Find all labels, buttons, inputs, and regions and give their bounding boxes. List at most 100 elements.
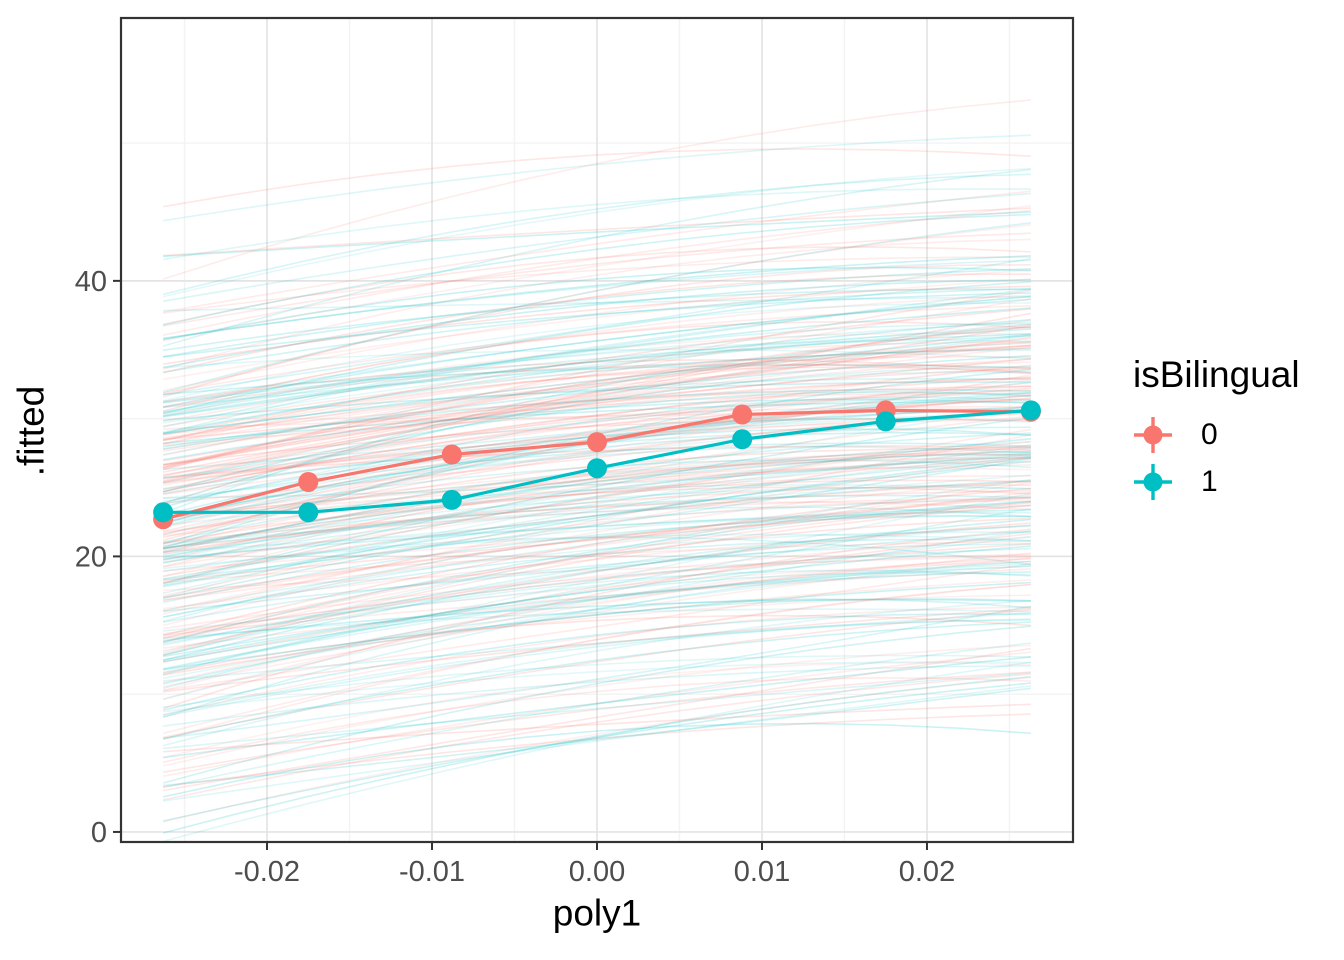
spaghetti-line [162,484,1031,554]
spaghetti-line [162,99,1031,280]
x-axis-title: poly1 [552,892,642,934]
spaghetti-line [162,377,1031,435]
spaghetti-line [162,213,1031,326]
x-tick-label: -0.01 [399,856,465,888]
spaghetti-line [163,364,1031,396]
spaghetti-line [162,391,1031,493]
spaghetti-line [162,569,1031,656]
spaghetti-line [163,555,1031,592]
x-tick-labels: -0.02 -0.01 0.00 0.01 0.02 [234,856,955,888]
y-tick-labels: 0 20 40 [75,266,107,849]
spaghetti-line [162,514,1031,588]
spaghetti-line [163,455,1031,549]
spaghetti-line [162,662,1031,759]
spaghetti-line [163,385,1031,435]
mean-point-1 [298,502,319,523]
spaghetti-line [162,675,1031,834]
spaghetti-line [162,204,1031,342]
spaghetti-line [162,298,1032,456]
spaghetti-line [163,381,1031,422]
spaghetti-line [162,308,1031,442]
spaghetti-line [162,515,1031,604]
spaghetti-line [162,340,1031,441]
spaghetti-line [162,651,1031,777]
x-tick-label: 0.01 [734,856,790,888]
spaghetti-line [163,501,1031,582]
spaghetti-line [162,134,1031,222]
spaghetti-line [162,148,1031,208]
spaghetti-line [162,644,1031,767]
spaghetti-line [162,349,1031,433]
spaghetti-line [162,560,1031,639]
spaghetti-line [162,222,1031,394]
mean-point-1 [587,458,607,479]
mean-point-1 [1020,400,1041,421]
spaghetti-line [162,255,1031,340]
spaghetti-line [162,389,1031,493]
spaghetti-line [162,366,1031,436]
spaghetti-line [162,295,1031,428]
mean-point-1 [153,502,174,523]
spaghetti-line [162,363,1031,442]
spaghetti-line [162,302,1031,402]
spaghetti-line [162,376,1031,483]
spaghetti-line [162,259,1031,340]
spaghetti-line [162,543,1031,635]
spaghetti-line [162,581,1031,671]
x-tick-label: 0.00 [569,856,625,888]
spaghetti-line [162,188,1031,261]
spaghetti-line [162,298,1031,408]
spaghetti-line [162,363,1031,408]
spaghetti-line [162,209,1031,336]
spaghetti-line [162,500,1031,618]
spaghetti-line [162,496,1031,599]
spaghetti-line [163,608,1031,640]
spaghetti-line [162,480,1031,577]
spaghetti-line [163,540,1031,584]
spaghetti-line [162,278,1031,381]
spaghetti-line [162,288,1031,352]
spaghetti-line [163,489,1031,544]
spaghetti-line [162,450,1031,550]
spaghetti-line [162,335,1031,514]
spaghetti-line [162,494,1031,558]
y-tick-label: 0 [91,817,107,849]
spaghetti-line [162,451,1031,599]
spaghetti-line [162,713,1031,788]
spaghetti-line [162,367,1031,483]
y-tick-label: 40 [75,266,107,298]
spaghetti-line [162,682,1031,822]
spaghetti-line [163,211,1031,258]
spaghetti-line [162,342,1031,469]
spaghetti-line [162,491,1031,602]
spaghetti-line [162,256,1031,314]
mean-series-1 [153,400,1041,523]
mean-point-0 [732,404,753,425]
spaghetti-line [162,417,1032,585]
spaghetti-line [162,563,1031,719]
spaghetti-line [162,388,1031,448]
spaghetti-line [162,676,1031,764]
spaghetti-line [162,487,1031,637]
spaghetti-line [162,295,1031,403]
spaghetti-line [162,538,1031,618]
spaghetti-line [162,528,1031,710]
x-tick-label: -0.02 [234,856,300,888]
spaghetti-line [162,364,1031,546]
spaghetti-line [162,529,1032,680]
spaghetti-line [162,232,1031,327]
spaghetti-line [163,552,1031,649]
spaghetti-line [163,444,1032,563]
spaghetti-line [162,269,1031,392]
axis-ticks [113,279,928,850]
spaghetti-line [162,517,1031,640]
spaghetti-line [162,385,1031,476]
legend-title: isBilingual [1133,354,1300,395]
spaghetti-line [162,536,1031,638]
spaghetti-line [162,524,1031,610]
spaghetti-line [163,207,1031,257]
spaghetti-line [162,307,1031,414]
grid-major [121,18,1073,842]
spaghetti-line [162,502,1031,643]
spaghetti-line [162,565,1031,701]
